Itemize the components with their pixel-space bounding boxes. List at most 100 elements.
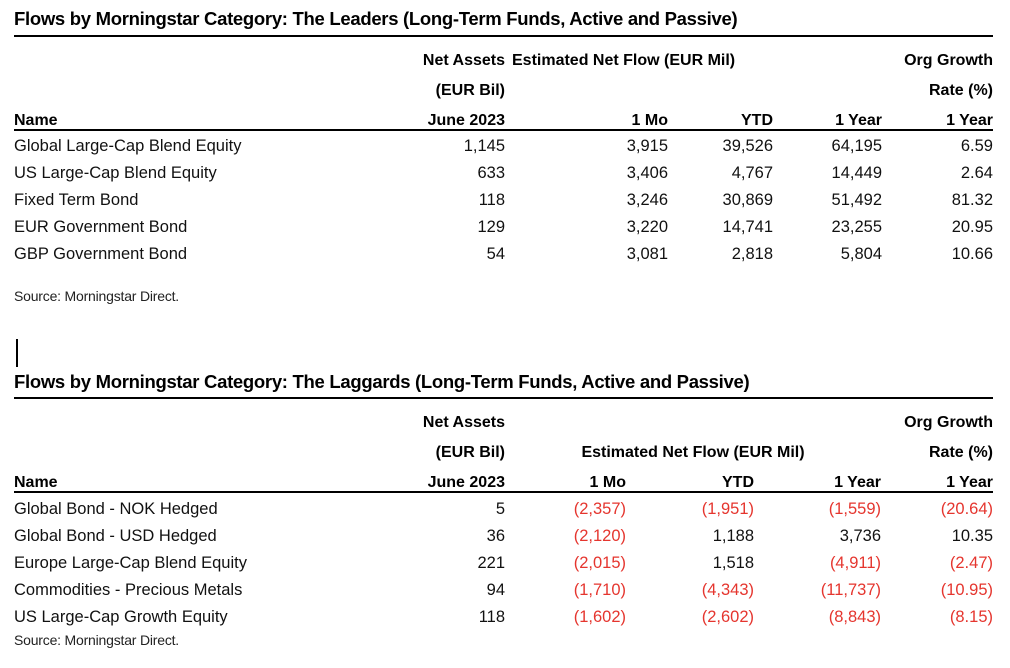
category-name: Global Bond - NOK Hedged: [14, 500, 218, 518]
cell-ytd: (1,951): [701, 500, 754, 518]
cell-ytd: 14,741: [722, 218, 773, 236]
estimated-net-flow-header: Estimated Net Flow (EUR Mil): [512, 52, 736, 69]
laggards-header-line1: Net Assets Org Growth: [14, 408, 993, 438]
category-name: Fixed Term Bond: [14, 191, 139, 209]
leaders-header-line3: Name June 2023 1 Mo YTD 1 Year 1 Year: [14, 106, 993, 136]
cell-growth: 2.64: [960, 164, 993, 182]
cell-growth: (8.15): [949, 608, 993, 626]
cell-net-assets: 36: [486, 527, 505, 545]
org-growth-header: Org Growth: [904, 414, 993, 431]
one-year-column-header: 1 Year: [835, 112, 882, 129]
category-name: Global Bond - USD Hedged: [14, 527, 217, 545]
table-row: EUR Government Bond 129 3,220 14,741 23,…: [14, 214, 993, 241]
leaders-table-title: Flows by Morningstar Category: The Leade…: [14, 8, 738, 29]
cell-ytd: 1,188: [712, 527, 754, 545]
leaders-header-line2: (EUR Bil) Rate (%): [14, 76, 993, 106]
spacer: [14, 408, 374, 438]
eur-bil-header: (EUR Bil): [435, 82, 505, 99]
cell-1year: 64,195: [831, 137, 882, 155]
cell-1mo: (2,015): [573, 554, 626, 572]
leaders-source-note: Source: Morningstar Direct.: [14, 288, 179, 304]
cell-growth: (20.64): [940, 500, 993, 518]
category-name: GBP Government Bond: [14, 245, 188, 263]
cell-ytd: 30,869: [722, 191, 773, 209]
table-row: Global Bond - USD Hedged 36 (2,120) 1,18…: [14, 523, 993, 550]
leaders-header-rule: [14, 129, 993, 131]
category-name: Global Large-Cap Blend Equity: [14, 137, 242, 155]
table-row: GBP Government Bond 54 3,081 2,818 5,804…: [14, 241, 993, 268]
cell-net-assets: 1,145: [463, 137, 505, 155]
ytd-column-header: YTD: [741, 112, 773, 129]
net-assets-header: Net Assets: [422, 414, 505, 431]
rate-pct-header: Rate (%): [928, 444, 993, 461]
cell-1mo: (2,357): [573, 500, 626, 518]
leaders-header-line1: Net Assets Estimated Net Flow (EUR Mil) …: [14, 46, 993, 76]
spacer: [505, 408, 881, 438]
june-2023-column-header: June 2023: [427, 112, 505, 129]
cell-growth: 6.59: [960, 137, 993, 155]
org-growth-header: Org Growth: [904, 52, 993, 69]
cell-1mo: (1,710): [573, 581, 626, 599]
cell-1mo: 3,915: [626, 137, 668, 155]
category-name: EUR Government Bond: [14, 218, 188, 236]
cell-1year: (4,911): [829, 554, 881, 572]
cell-net-assets: 129: [477, 218, 505, 236]
cell-1year: 3,736: [839, 527, 881, 545]
one-year-column-header: 1 Year: [834, 474, 881, 491]
cell-ytd: 4,767: [731, 164, 773, 182]
cell-growth: 20.95: [951, 218, 993, 236]
ytd-column-header: YTD: [722, 474, 754, 491]
cell-ytd: 39,526: [722, 137, 773, 155]
table-row: Europe Large-Cap Blend Equity 221 (2,015…: [14, 550, 993, 577]
laggards-source-note: Source: Morningstar Direct.: [14, 632, 179, 648]
cell-net-assets: 118: [478, 191, 505, 209]
cell-ytd: 2,818: [731, 245, 773, 263]
name-column-header: Name: [14, 474, 58, 491]
cell-1mo: (2,120): [573, 527, 626, 545]
cell-1year: (8,843): [828, 608, 881, 626]
category-name: Commodities - Precious Metals: [14, 581, 243, 599]
cell-1mo: 3,406: [626, 164, 668, 182]
table-row: Fixed Term Bond 118 3,246 30,869 51,492 …: [14, 187, 993, 214]
cell-1year: 5,804: [840, 245, 882, 263]
cell-1year: 23,255: [831, 218, 882, 236]
june-2023-column-header: June 2023: [427, 474, 505, 491]
cell-1year: (11,737): [820, 581, 881, 599]
cell-1mo: 3,081: [626, 245, 668, 263]
one-mo-column-header: 1 Mo: [589, 474, 626, 491]
category-name: US Large-Cap Growth Equity: [14, 608, 228, 626]
cell-net-assets: 221: [477, 554, 505, 572]
laggards-title-rule: [14, 397, 993, 399]
estimated-net-flow-header: Estimated Net Flow (EUR Mil): [581, 444, 805, 461]
spacer: [14, 438, 374, 468]
growth-one-year-column-header: 1 Year: [946, 112, 993, 129]
name-column-header: Name: [14, 112, 58, 129]
eur-bil-header: (EUR Bil): [435, 444, 505, 461]
leaders-title-rule: [14, 35, 993, 37]
table-row: Global Large-Cap Blend Equity 1,145 3,91…: [14, 133, 993, 160]
category-name: US Large-Cap Blend Equity: [14, 164, 217, 182]
cell-growth: 81.32: [951, 191, 993, 209]
rate-pct-header: Rate (%): [928, 82, 993, 99]
net-assets-header: Net Assets: [422, 52, 505, 69]
laggards-header-line3: Name June 2023 1 Mo YTD 1 Year 1 Year: [14, 468, 993, 498]
laggards-header-line2: (EUR Bil) Estimated Net Flow (EUR Mil) R…: [14, 438, 993, 468]
cell-ytd: (2,602): [701, 608, 754, 626]
cell-1year: 51,492: [831, 191, 882, 209]
table-row: Global Bond - NOK Hedged 5 (2,357) (1,95…: [14, 496, 993, 523]
cell-growth: 10.66: [951, 245, 993, 263]
laggards-table-title: Flows by Morningstar Category: The Lagga…: [14, 371, 750, 392]
cell-1mo: (1,602): [573, 608, 626, 626]
cell-1year: 14,449: [831, 164, 882, 182]
cell-1mo: 3,220: [626, 218, 668, 236]
cell-growth: 10.35: [951, 527, 993, 545]
laggards-header-rule: [14, 491, 993, 493]
cell-net-assets: 5: [495, 500, 505, 518]
one-mo-column-header: 1 Mo: [631, 112, 668, 129]
spacer: [505, 76, 882, 106]
cell-net-assets: 54: [486, 245, 505, 263]
table-row: Commodities - Precious Metals 94 (1,710)…: [14, 577, 993, 604]
spacer: [14, 46, 374, 76]
table-row: US Large-Cap Blend Equity 633 3,406 4,76…: [14, 160, 993, 187]
